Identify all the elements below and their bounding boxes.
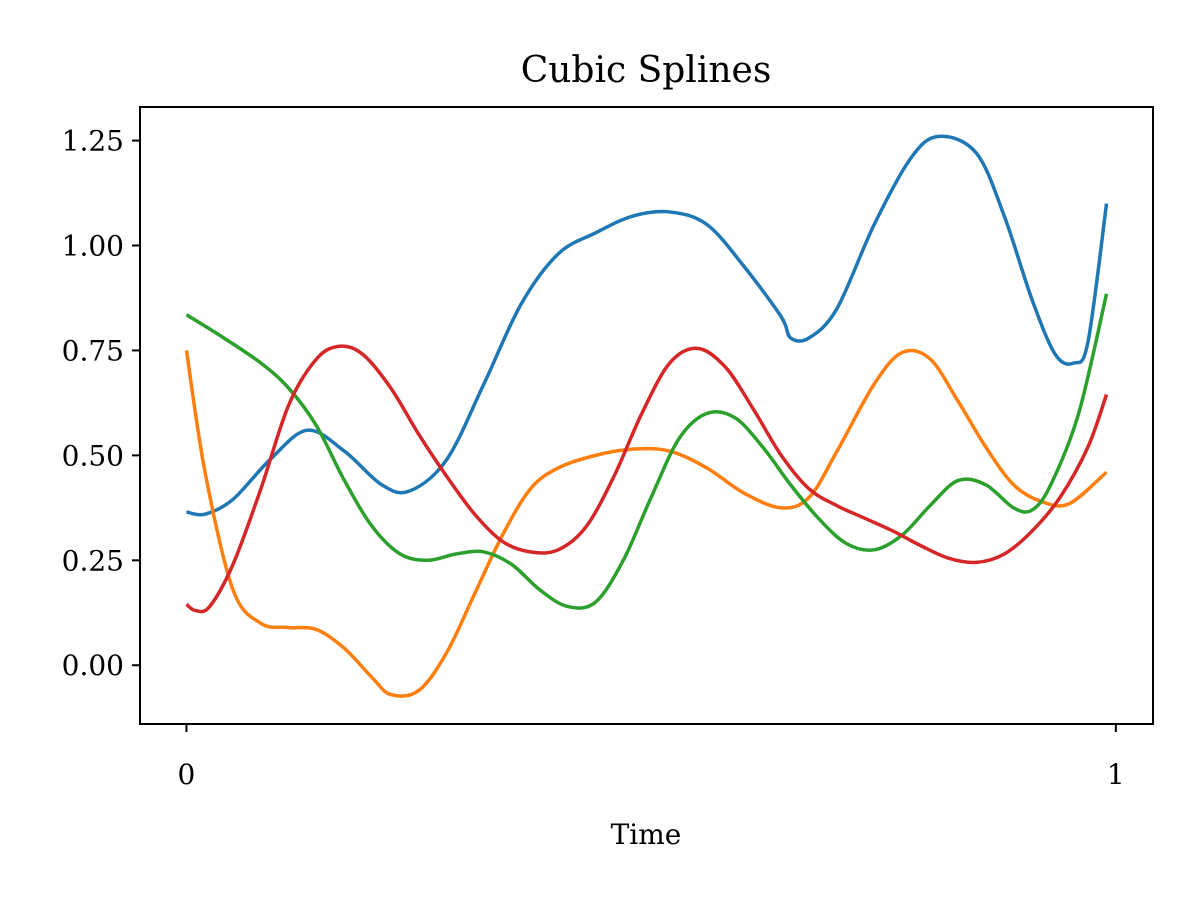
y-tick-label: 1.00 <box>62 230 124 263</box>
series-line-1 <box>186 134 1109 517</box>
y-tick-label: 1.25 <box>62 125 124 158</box>
x-tick-label: 1 <box>1107 758 1125 791</box>
x-tick-label: 0 <box>178 758 196 791</box>
y-tick-label: 0.50 <box>62 439 124 472</box>
y-axis: 0.00 0.25 0.50 0.75 1.00 1.25 <box>62 125 140 682</box>
y-tick-label: 0.00 <box>62 649 124 682</box>
y-tick-label: 0.75 <box>62 334 124 367</box>
plot-frame <box>139 106 1154 725</box>
y-tick-label: 0.25 <box>62 544 124 577</box>
series-line-3 <box>185 293 1109 610</box>
series-layer <box>184 134 1109 698</box>
plot-background <box>140 107 1153 724</box>
series-line-4 <box>185 344 1109 614</box>
x-axis-label: Time <box>611 818 682 851</box>
chart-title: Cubic Splines <box>521 50 772 91</box>
plot-area <box>139 106 1154 725</box>
series-line-2 <box>184 348 1108 698</box>
